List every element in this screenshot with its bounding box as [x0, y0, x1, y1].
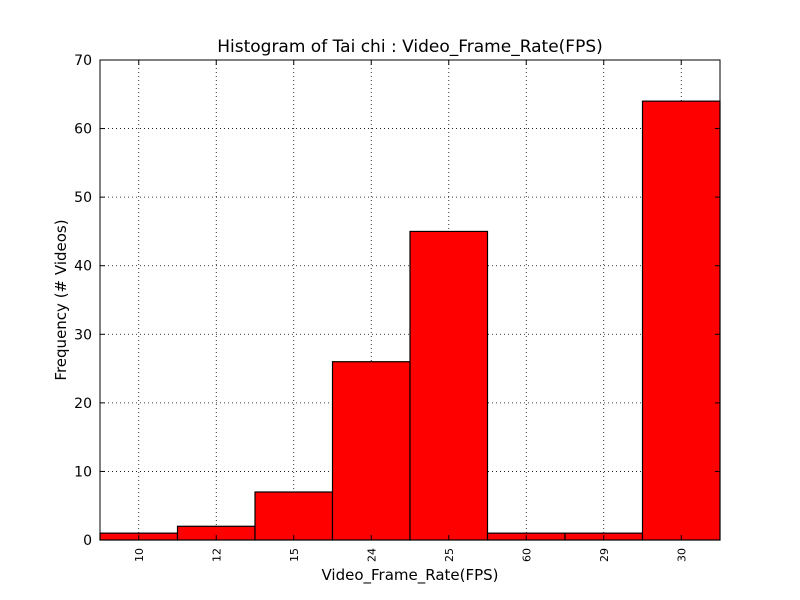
y-tick-label: 0	[83, 533, 92, 549]
bar-25	[409, 230, 489, 541]
ticks-group: 0 10 20 30 40 50 60 70 10 12 15 24 25 60 29 30	[74, 53, 720, 562]
plot-frame	[99, 59, 721, 541]
bar-30	[641, 100, 721, 541]
bar-15	[254, 491, 334, 541]
y-tick-label: 50	[74, 190, 92, 206]
y-tick-label: 30	[74, 327, 92, 343]
x-tick-label: 12	[210, 548, 223, 562]
y-tick-label: 40	[74, 259, 92, 275]
x-tick-label: 30	[675, 548, 688, 562]
x-tick-label: 15	[288, 548, 301, 562]
bars-group	[99, 100, 721, 541]
x-tick-label: 25	[443, 548, 456, 562]
chart-title: Histogram of Tai chi : Video_Frame_Rate(…	[217, 37, 603, 57]
y-tick-label: 70	[74, 53, 92, 69]
x-tick-label: 60	[520, 548, 533, 562]
x-tick-label: 24	[365, 548, 378, 562]
y-tick-label: 60	[74, 122, 92, 138]
y-axis-label: Frequency (# Videos)	[52, 219, 70, 380]
y-tick-label: 20	[74, 396, 92, 412]
bar-24	[331, 361, 411, 541]
x-axis-label: Video_Frame_Rate(FPS)	[321, 566, 498, 585]
x-tick-label: 29	[598, 548, 611, 562]
y-tick-label: 10	[74, 464, 92, 480]
x-tick-label: 10	[133, 548, 146, 562]
